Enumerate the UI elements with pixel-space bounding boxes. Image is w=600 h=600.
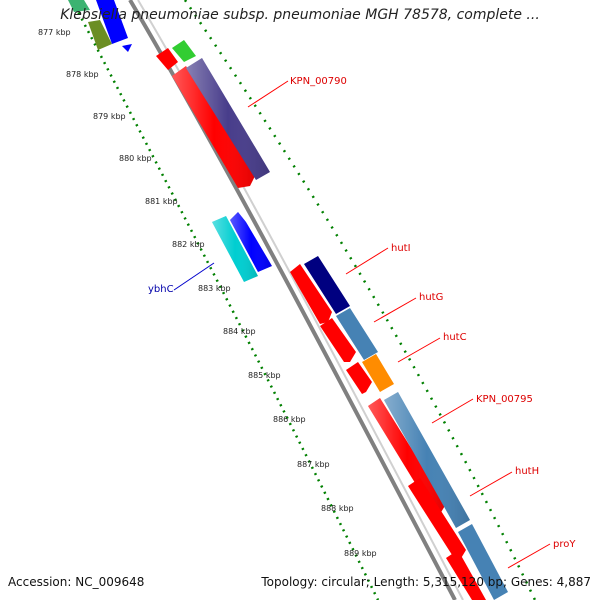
feature-purple[interactable] bbox=[186, 58, 270, 180]
gene-label-hutI[interactable]: hutI bbox=[345, 243, 411, 275]
gene-label-text: hutH bbox=[515, 466, 539, 477]
gene-label-hutG[interactable]: hutG bbox=[373, 292, 443, 323]
tick-label: 888 kbp bbox=[321, 504, 354, 513]
tick-label: 887 kbp bbox=[297, 460, 330, 469]
gene-label-proY[interactable]: proY bbox=[507, 539, 576, 569]
tick-labels: 877 kbp 878 kbp 879 kbp 880 kbp 881 kbp … bbox=[38, 28, 377, 558]
tick-label: 882 kbp bbox=[172, 240, 205, 249]
tick-label: 877 kbp bbox=[38, 28, 71, 37]
tick-label: 889 kbp bbox=[344, 549, 377, 558]
feature-teal-top[interactable] bbox=[68, 0, 90, 12]
feature-proY[interactable] bbox=[446, 550, 486, 600]
backbone bbox=[128, 0, 457, 600]
feature-hutG[interactable] bbox=[320, 318, 356, 362]
tick-label: 885 kbp bbox=[248, 371, 281, 380]
tick-label: 878 kbp bbox=[66, 70, 99, 79]
gene-label-hutC[interactable]: hutC bbox=[397, 332, 467, 363]
gene-label-text: hutC bbox=[443, 332, 467, 343]
tick-ring bbox=[70, 0, 380, 600]
feature-red-small[interactable] bbox=[156, 48, 178, 70]
feature-olive[interactable] bbox=[88, 20, 112, 50]
tick-label: 881 kbp bbox=[145, 197, 178, 206]
feature-green-small[interactable] bbox=[172, 40, 196, 62]
gene-label-KPN_00795[interactable]: KPN_00795 bbox=[431, 394, 533, 424]
feature-hutI[interactable] bbox=[290, 264, 332, 324]
gene-label-ybhC[interactable]: ybhC bbox=[148, 262, 215, 295]
tick-label: 879 kbp bbox=[93, 112, 126, 121]
gene-label-text: KPN_00795 bbox=[476, 394, 533, 405]
map-title: Klebsiella pneumoniae subsp. pneumoniae … bbox=[60, 7, 540, 23]
feature-blue-ybhC[interactable] bbox=[230, 212, 272, 272]
outer-dotted-ring bbox=[183, 0, 537, 600]
gene-label-text: hutG bbox=[419, 292, 443, 303]
feature-hutC[interactable] bbox=[346, 362, 372, 394]
gene-label-hutH[interactable]: hutH bbox=[469, 466, 539, 497]
tick-label: 884 kbp bbox=[223, 327, 256, 336]
gene-label-text: proY bbox=[553, 539, 576, 550]
feature-steelblue-3[interactable] bbox=[458, 524, 508, 600]
gene-label-text: hutI bbox=[391, 243, 411, 254]
feature-KPN_00790[interactable] bbox=[172, 66, 256, 188]
feature-steelblue-2[interactable] bbox=[384, 392, 470, 528]
feature-blue-top[interactable] bbox=[96, 0, 132, 52]
feature-hutH[interactable] bbox=[408, 478, 466, 560]
feature-navy[interactable] bbox=[304, 256, 350, 314]
genome-stats-text: Topology: circular; Length: 5,315,120 bp… bbox=[261, 575, 591, 589]
gene-label-KPN_00790[interactable]: KPN_00790 bbox=[247, 76, 347, 108]
gene-label-text: ybhC bbox=[148, 284, 174, 295]
tick-label: 886 kbp bbox=[273, 415, 306, 424]
feature-steelblue-1[interactable] bbox=[336, 308, 378, 360]
tick-label: 883 kbp bbox=[198, 284, 231, 293]
gene-label-text: KPN_00790 bbox=[290, 76, 347, 87]
feature-orange[interactable] bbox=[362, 354, 394, 392]
feature-ybhC[interactable] bbox=[212, 216, 258, 282]
accession-text: Accession: NC_009648 bbox=[8, 575, 145, 589]
feature-KPN_00795[interactable] bbox=[368, 398, 446, 514]
tick-label: 880 kbp bbox=[119, 154, 152, 163]
